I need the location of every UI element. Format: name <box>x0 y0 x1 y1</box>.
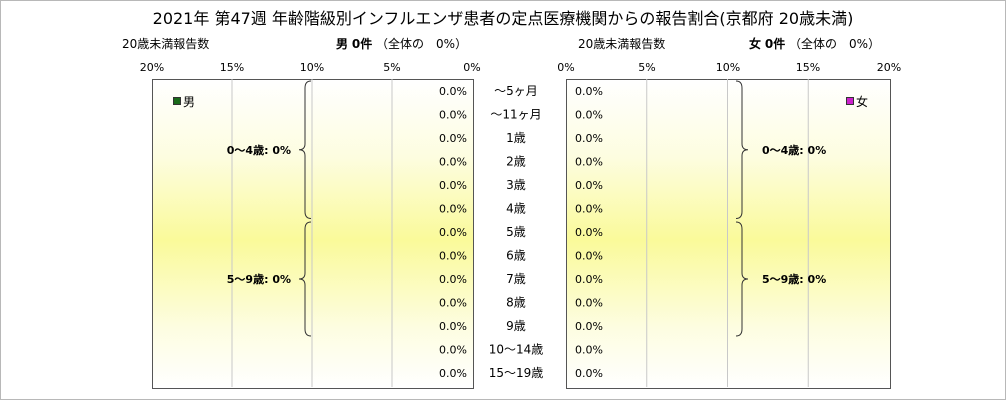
female-count-value: 0件 <box>764 37 786 51</box>
male-panel-title: 男 <box>336 37 349 51</box>
male-legend-label: 男 <box>183 95 196 109</box>
male-plot-area <box>152 79 474 389</box>
female-legend-swatch <box>846 97 854 105</box>
chart-title: 2021年 第47週 年齢階級別インフルエンザ患者の定点医療機関からの報告割合(… <box>152 9 854 28</box>
x-tick-right-5: 5% <box>638 61 656 74</box>
x-tick-left-10: 10% <box>299 61 325 74</box>
x-tick-right-20: 20% <box>876 61 902 74</box>
female-count-label: 20歳未満報告数 <box>578 37 666 51</box>
male-panel-summary: 男 0件 （全体の 0%） <box>336 35 467 52</box>
x-tick-right-10: 10% <box>715 61 741 74</box>
x-tick-right-0: 0% <box>557 61 575 74</box>
female-legend: 女 <box>846 93 868 110</box>
male-legend-swatch <box>173 97 181 105</box>
female-panel-title: 女 <box>749 37 762 51</box>
male-count-label: 20歳未満報告数 <box>122 37 210 51</box>
x-tick-left-0: 0% <box>463 61 481 74</box>
female-plot-area <box>566 79 891 389</box>
female-share-text: （全体の 0%） <box>789 37 881 51</box>
male-count-value: 0件 <box>351 37 373 51</box>
x-tick-left-5: 5% <box>383 61 401 74</box>
male-legend: 男 <box>173 93 195 110</box>
x-tick-right-15: 15% <box>795 61 821 74</box>
female-panel-summary: 女 0件 （全体の 0%） <box>749 35 880 52</box>
female-legend-label: 女 <box>856 95 869 109</box>
x-tick-left-20: 20% <box>139 61 165 74</box>
male-share-text: （全体の 0%） <box>376 37 468 51</box>
x-tick-left-15: 15% <box>219 61 245 74</box>
